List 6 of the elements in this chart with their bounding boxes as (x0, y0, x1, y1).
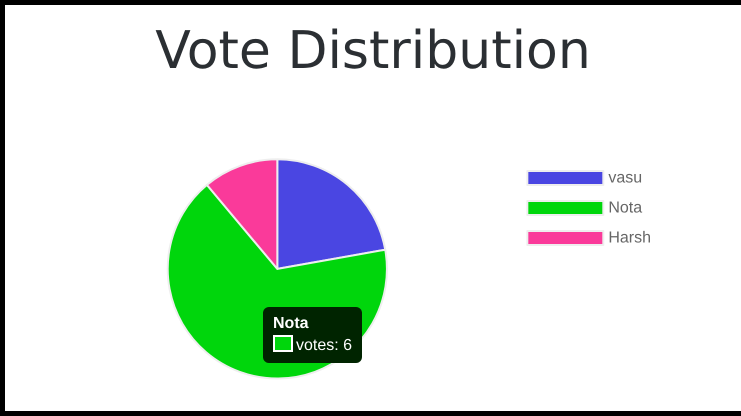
legend-label: Nota (608, 200, 642, 216)
text: votes: 6 (296, 337, 352, 354)
text: Nota (273, 314, 310, 334)
legend-label: vasu (608, 170, 642, 186)
legend-label: Harsh (608, 230, 652, 246)
chart-title: Vote Distribution (155, 21, 591, 81)
